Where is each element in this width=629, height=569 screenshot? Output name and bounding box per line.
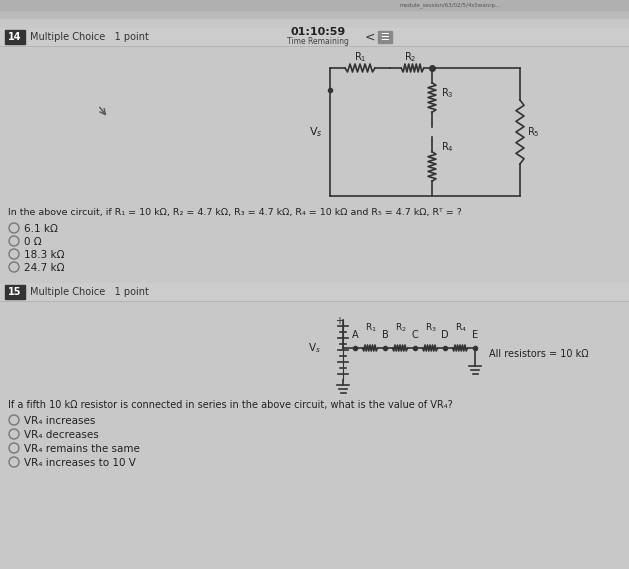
Text: VR₄ decreases: VR₄ decreases xyxy=(24,430,99,440)
Text: R$_2$: R$_2$ xyxy=(395,321,407,333)
Text: VR₄ increases: VR₄ increases xyxy=(24,416,96,426)
Text: 6.1 kΩ: 6.1 kΩ xyxy=(24,224,58,234)
Text: A: A xyxy=(352,330,359,340)
Text: R$_4$: R$_4$ xyxy=(455,321,467,333)
Text: B: B xyxy=(382,330,388,340)
Bar xyxy=(0,0,629,18)
Text: Multiple Choice   1 point: Multiple Choice 1 point xyxy=(30,32,149,42)
Bar xyxy=(5,285,25,299)
Text: Time Remaining: Time Remaining xyxy=(287,36,349,46)
Text: R$_5$: R$_5$ xyxy=(527,125,540,139)
Text: C: C xyxy=(411,330,418,340)
Text: ☰: ☰ xyxy=(381,32,389,42)
Bar xyxy=(378,31,392,43)
Text: Multiple Choice   1 point: Multiple Choice 1 point xyxy=(30,287,149,297)
Text: 14: 14 xyxy=(8,32,22,42)
Bar xyxy=(0,28,629,46)
Text: D: D xyxy=(441,330,449,340)
Text: VR₄ remains the same: VR₄ remains the same xyxy=(24,444,140,454)
Text: <: < xyxy=(365,31,376,43)
Text: In the above circuit, if R₁ = 10 kΩ, R₂ = 4.7 kΩ, R₃ = 4.7 kΩ, R₄ = 10 kΩ and R₅: In the above circuit, if R₁ = 10 kΩ, R₂ … xyxy=(8,208,462,217)
Text: V$_s$: V$_s$ xyxy=(309,125,323,139)
Text: E: E xyxy=(472,330,478,340)
Bar xyxy=(0,283,629,301)
Text: R$_3$: R$_3$ xyxy=(441,86,454,100)
Text: 15: 15 xyxy=(8,287,22,297)
Text: R$_1$: R$_1$ xyxy=(365,321,377,333)
Bar xyxy=(5,30,25,44)
Text: If a fifth 10 kΩ resistor is connected in series in the above circuit, what is t: If a fifth 10 kΩ resistor is connected i… xyxy=(8,400,453,410)
Text: +: + xyxy=(335,316,343,326)
Text: VR₄ increases to 10 V: VR₄ increases to 10 V xyxy=(24,458,136,468)
Bar xyxy=(0,0,629,10)
Text: R$_1$: R$_1$ xyxy=(353,50,366,64)
Text: V$_s$: V$_s$ xyxy=(308,341,321,355)
Text: All resistors = 10 kΩ: All resistors = 10 kΩ xyxy=(489,349,589,359)
Text: 0 Ω: 0 Ω xyxy=(24,237,42,247)
Text: 24.7 kΩ: 24.7 kΩ xyxy=(24,263,65,273)
Text: R$_3$: R$_3$ xyxy=(425,321,437,333)
Text: R$_2$: R$_2$ xyxy=(404,50,416,64)
Text: R$_4$: R$_4$ xyxy=(441,140,454,154)
Text: 01:10:59: 01:10:59 xyxy=(291,27,345,37)
Text: 18.3 kΩ: 18.3 kΩ xyxy=(24,250,65,260)
Text: module_session/63/02/5/4s5wanrp...: module_session/63/02/5/4s5wanrp... xyxy=(400,2,501,8)
